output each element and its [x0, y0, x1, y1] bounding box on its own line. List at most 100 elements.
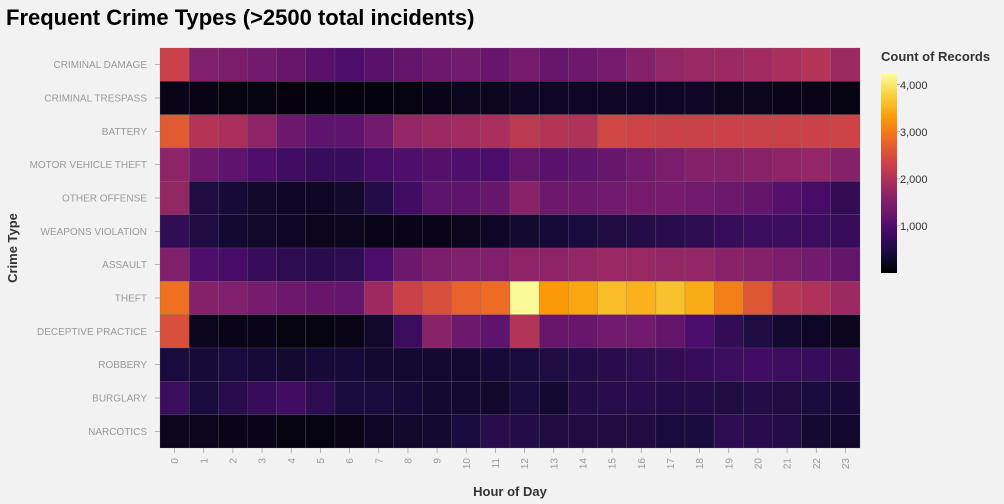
x-tick-label: 16	[637, 458, 648, 470]
heatmap-cell	[276, 147, 307, 182]
x-tick-label: 10	[462, 458, 473, 470]
heatmap-cell	[713, 381, 744, 415]
heatmap-cell	[188, 114, 219, 149]
heatmap-cell	[626, 81, 657, 115]
heatmap-cell	[422, 147, 452, 182]
heatmap-cells	[159, 47, 861, 449]
heatmap-cell	[684, 47, 715, 82]
heatmap-cell	[247, 47, 277, 82]
heatmap-cell	[538, 314, 569, 349]
heatmap-cell	[509, 81, 540, 115]
heatmap-cell	[538, 114, 569, 149]
heatmap-cell	[247, 214, 277, 249]
heatmap-cell	[568, 314, 598, 349]
heatmap-cell	[305, 381, 336, 415]
heatmap-cell	[772, 281, 802, 315]
heatmap-cell	[334, 181, 365, 215]
heatmap-cell	[538, 214, 569, 249]
heatmap-cell	[422, 247, 452, 282]
heatmap-cell	[772, 414, 802, 449]
heatmap-cell	[247, 81, 277, 115]
heatmap-cell	[305, 414, 336, 449]
legend-title: Count of Records	[881, 49, 990, 64]
heatmap-cell	[480, 381, 511, 415]
heatmap-cell	[305, 347, 336, 382]
heatmap-cell	[451, 47, 482, 82]
heatmap-cell	[713, 314, 744, 349]
y-tick-label: CRIMINAL TRESPASS	[44, 94, 147, 105]
heatmap-cell	[422, 381, 452, 415]
heatmap-cell	[626, 347, 657, 382]
x-tick-label: 7	[374, 458, 385, 464]
y-tick-label: ASSAULT	[102, 260, 147, 271]
heatmap-cell	[159, 181, 190, 215]
heatmap-cell	[393, 114, 423, 149]
heatmap-cell	[218, 414, 248, 449]
heatmap-cell	[218, 81, 248, 115]
heatmap-cell	[538, 381, 569, 415]
x-tick-label: 23	[841, 458, 852, 470]
heatmap-cell	[159, 247, 190, 282]
heatmap-cell	[626, 247, 657, 282]
heatmap-cell	[363, 414, 394, 449]
heatmap-cell	[597, 47, 627, 82]
heatmap-cell	[538, 147, 569, 182]
x-tick-label: 11	[491, 458, 502, 469]
heatmap-cell	[334, 281, 365, 315]
heatmap-cell	[305, 214, 336, 249]
heatmap-cell	[772, 81, 802, 115]
heatmap-cell	[743, 47, 773, 82]
heatmap-cell	[655, 47, 686, 82]
heatmap-cell	[713, 147, 744, 182]
heatmap-cell	[188, 147, 219, 182]
heatmap-cell	[363, 314, 394, 349]
heatmap-cell	[451, 214, 482, 249]
heatmap-cell	[801, 47, 832, 82]
heatmap-cell	[451, 414, 482, 449]
heatmap-cell	[480, 47, 511, 82]
heatmap-cell	[626, 114, 657, 149]
x-tick-label: 21	[783, 458, 794, 470]
heatmap-cell	[684, 281, 715, 315]
heatmap-cell	[276, 281, 307, 315]
heatmap-cell	[713, 347, 744, 382]
x-tick-label: 14	[578, 458, 589, 470]
heatmap-cell	[480, 247, 511, 282]
heatmap-cell	[597, 147, 627, 182]
heatmap-cell	[422, 314, 452, 349]
heatmap-cell	[509, 414, 540, 449]
x-tick-label: 4	[287, 458, 298, 464]
heatmap-cell	[597, 381, 627, 415]
heatmap-cell	[188, 47, 219, 82]
legend-tick-label: 4,000	[900, 80, 928, 92]
heatmap-cell	[626, 181, 657, 215]
heatmap-cell	[305, 247, 336, 282]
heatmap-cell	[830, 81, 861, 115]
legend-tick-label: 2,000	[900, 174, 928, 186]
heatmap-cell	[305, 181, 336, 215]
heatmap-cell	[305, 147, 336, 182]
heatmap-cell	[509, 181, 540, 215]
heatmap-cell	[801, 314, 832, 349]
heatmap-cell	[188, 381, 219, 415]
heatmap-cell	[743, 214, 773, 249]
y-tick-label: ROBBERY	[98, 360, 147, 371]
heatmap-cell	[655, 247, 686, 282]
heatmap-cell	[509, 381, 540, 415]
heatmap-cell	[568, 347, 598, 382]
x-tick-label: 22	[812, 458, 823, 470]
heatmap-cell	[684, 381, 715, 415]
heatmap-cell	[276, 381, 307, 415]
heatmap-cell	[247, 247, 277, 282]
heatmap-cell	[509, 281, 540, 315]
x-tick-label: 15	[608, 458, 619, 470]
heatmap-cell	[247, 114, 277, 149]
heatmap-cell	[451, 314, 482, 349]
heatmap-cell	[422, 114, 452, 149]
heatmap-cell	[743, 281, 773, 315]
heatmap-cell	[393, 147, 423, 182]
heatmap-cell	[159, 47, 190, 82]
heatmap-cell	[655, 314, 686, 349]
heatmap-cell	[684, 414, 715, 449]
heatmap-cell	[626, 147, 657, 182]
